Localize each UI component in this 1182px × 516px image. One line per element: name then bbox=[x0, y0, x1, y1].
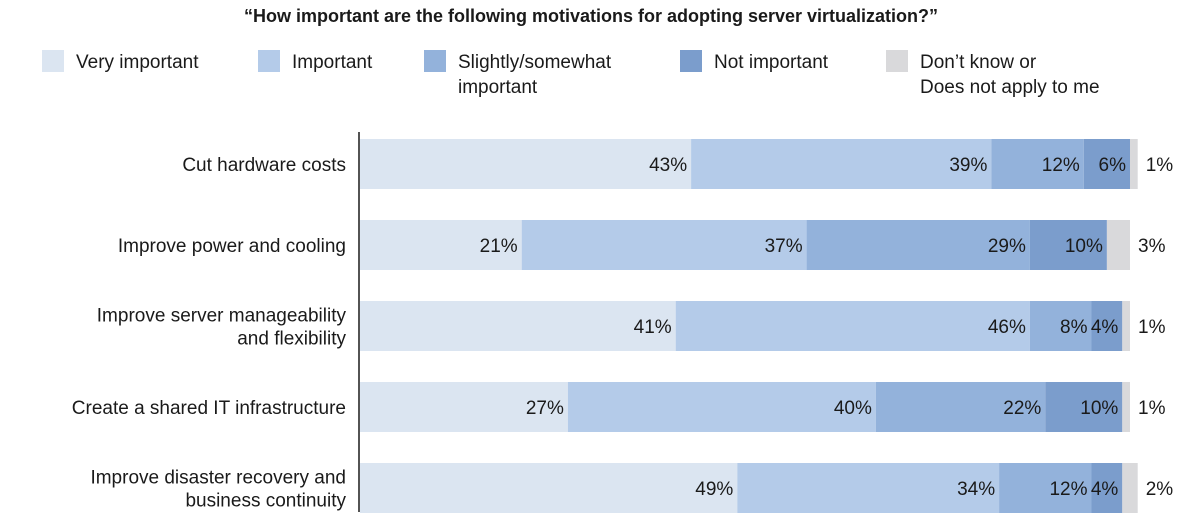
data-label-not-important: 10% bbox=[1080, 398, 1118, 419]
bar-segment-dont-know bbox=[1106, 220, 1130, 270]
data-label-dont-know: 2% bbox=[1146, 479, 1174, 500]
data-label-slightly-important: 22% bbox=[1003, 398, 1041, 419]
legend-swatch-not-important bbox=[680, 50, 702, 72]
data-label-not-important: 4% bbox=[1091, 479, 1119, 500]
data-label-very-important: 43% bbox=[649, 155, 687, 176]
bar-segment-not-important bbox=[1091, 463, 1123, 513]
bar-segment-important bbox=[521, 220, 807, 270]
data-label-very-important: 21% bbox=[480, 236, 518, 257]
bar-segment-slightly-important bbox=[806, 220, 1030, 270]
data-label-very-important: 49% bbox=[695, 479, 733, 500]
bar-segment-dont-know bbox=[1130, 139, 1138, 189]
data-label-slightly-important: 8% bbox=[1060, 317, 1088, 338]
bar-segment-important bbox=[737, 463, 1000, 513]
bar-segment-slightly-important bbox=[1029, 301, 1092, 351]
bar-segment-slightly-important bbox=[875, 382, 1046, 432]
data-label-dont-know: 1% bbox=[1146, 155, 1174, 176]
legend-item-dont-know: Don’t know or Does not apply to me bbox=[886, 50, 1100, 100]
data-label-not-important: 4% bbox=[1091, 317, 1119, 338]
bar-segment-important bbox=[691, 139, 992, 189]
data-label-important: 39% bbox=[949, 155, 987, 176]
bar-segment-slightly-important bbox=[991, 139, 1084, 189]
category-label: Improve power and cooling bbox=[118, 236, 346, 257]
data-label-very-important: 41% bbox=[634, 317, 672, 338]
legend-label-slightly-important: Slightly/somewhat important bbox=[458, 52, 612, 98]
bar-segment-dont-know bbox=[1122, 382, 1130, 432]
bar-segment-important bbox=[675, 301, 1030, 351]
bar-segment-slightly-important bbox=[999, 463, 1092, 513]
bar-segment-not-important bbox=[1083, 139, 1130, 189]
data-label-dont-know: 3% bbox=[1138, 236, 1166, 257]
data-label-important: 40% bbox=[834, 398, 872, 419]
chart-legend: Very important Important Slightly/somewh… bbox=[0, 50, 1182, 110]
legend-label-important: Important bbox=[292, 52, 373, 73]
legend-swatch-slightly-important bbox=[424, 50, 446, 72]
bar-segment-not-important bbox=[1045, 382, 1123, 432]
legend-label-not-important: Not important bbox=[714, 52, 829, 73]
legend-label-dont-know: Don’t know or Does not apply to me bbox=[920, 52, 1100, 98]
legend-item-slightly-important: Slightly/somewhat important bbox=[424, 50, 611, 100]
category-label: Improve server manageability and flexibil… bbox=[97, 306, 347, 350]
data-label-not-important: 10% bbox=[1065, 236, 1103, 257]
bar-segment-very-important bbox=[360, 463, 738, 513]
bar-segment-dont-know bbox=[1122, 301, 1130, 351]
bar-segment-very-important bbox=[360, 220, 522, 270]
legend-item-important: Important bbox=[258, 50, 372, 75]
bar-segment-not-important bbox=[1091, 301, 1123, 351]
bar-segment-not-important bbox=[1029, 220, 1107, 270]
category-label: Create a shared IT infrastructure bbox=[72, 398, 346, 419]
data-label-very-important: 27% bbox=[526, 398, 564, 419]
data-label-slightly-important: 12% bbox=[1042, 155, 1080, 176]
data-label-important: 34% bbox=[957, 479, 995, 500]
data-label-slightly-important: 12% bbox=[1049, 479, 1087, 500]
bar-segment-very-important bbox=[360, 382, 568, 432]
data-label-dont-know: 1% bbox=[1138, 317, 1166, 338]
bar-segment-very-important bbox=[360, 301, 676, 351]
chart-title: “How important are the following motivat… bbox=[243, 6, 939, 26]
category-label: Improve disaster recovery and business co… bbox=[90, 468, 346, 512]
category-label: Cut hardware costs bbox=[182, 155, 346, 176]
legend-item-not-important: Not important bbox=[680, 50, 828, 75]
data-label-not-important: 6% bbox=[1099, 155, 1127, 176]
data-label-dont-know: 1% bbox=[1138, 398, 1166, 419]
legend-swatch-very-important bbox=[42, 50, 64, 72]
data-label-important: 46% bbox=[988, 317, 1026, 338]
legend-label-very-important: Very important bbox=[76, 52, 199, 73]
legend-swatch-dont-know bbox=[886, 50, 908, 72]
bar-segment-dont-know bbox=[1122, 463, 1138, 513]
data-label-slightly-important: 29% bbox=[988, 236, 1026, 257]
data-label-important: 37% bbox=[765, 236, 803, 257]
bar-segment-important bbox=[567, 382, 876, 432]
legend-swatch-important bbox=[258, 50, 280, 72]
bar-segment-very-important bbox=[360, 139, 692, 189]
legend-item-very-important: Very important bbox=[42, 50, 199, 75]
